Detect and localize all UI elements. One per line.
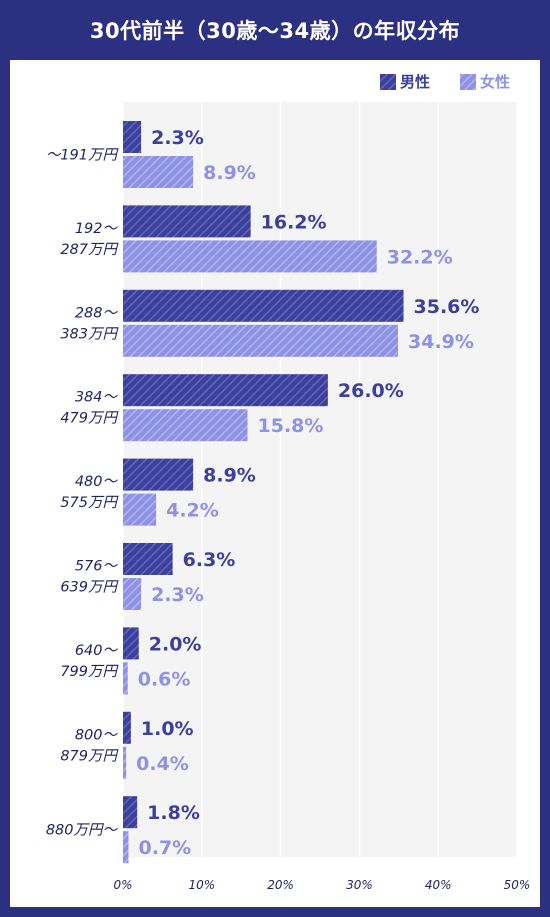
legend-swatch [460, 74, 476, 90]
data-label: 0.4% [136, 753, 189, 775]
category-label-line: 〜191万円 [46, 148, 120, 164]
category-label: 576〜 639万円 [60, 559, 119, 596]
category-label: 384〜 479万円 [60, 390, 119, 427]
x-tick-label: 10% [188, 878, 215, 892]
bar [123, 121, 142, 153]
data-label: 34.9% [408, 331, 474, 353]
x-tick-label: 30% [346, 878, 373, 892]
category-label: 192〜 287万円 [60, 221, 119, 258]
category-label-line: 800〜 [75, 727, 119, 743]
bar-chart: 0% 10% 20% 30% 40% 50% 男性 女性 2.3% 8.9% 〜191万円 16.2%… [46, 73, 531, 892]
data-label: 2.3% [151, 127, 204, 149]
data-label: 1.0% [141, 718, 194, 740]
category-label: 480〜 575万円 [60, 474, 119, 511]
title-bar: 30代前半（30歳〜34歳）の年収分布 [0, 0, 550, 60]
chart-title: 30代前半（30歳〜34歳）の年収分布 [89, 19, 461, 43]
category-label-line: 879万円 [60, 748, 119, 764]
data-label: 32.2% [387, 246, 453, 268]
bar [123, 156, 194, 188]
category-label-line: 479万円 [60, 411, 119, 427]
bar [123, 746, 127, 779]
bar [123, 324, 399, 357]
bar [123, 240, 377, 273]
data-label: 1.8% [147, 802, 200, 824]
category-label-line: 287万円 [60, 242, 119, 258]
bar [123, 543, 173, 575]
category-label-line: 575万円 [60, 495, 119, 511]
data-label: 8.9% [203, 465, 256, 487]
category-label-line: 639万円 [60, 580, 119, 596]
x-tick-label: 40% [425, 878, 452, 892]
category-label: 880万円〜 [46, 823, 119, 839]
bar [123, 831, 129, 864]
category-label-line: 799万円 [60, 664, 119, 680]
data-label: 0.6% [138, 668, 191, 690]
category-label-line: 383万円 [60, 326, 119, 342]
bar [123, 578, 142, 610]
category-label: 288〜 383万円 [60, 305, 119, 342]
category-label-line: 880万円〜 [46, 823, 119, 839]
bar [123, 289, 404, 322]
category-label-line: 192〜 [75, 221, 119, 237]
x-tick-label: 0% [113, 878, 132, 892]
data-label: 35.6% [414, 296, 480, 318]
legend-label: 男性 [400, 73, 430, 91]
x-tick-label: 50% [504, 878, 531, 892]
category-label-line: 288〜 [75, 305, 119, 321]
bar [123, 409, 248, 442]
category-label-line: 640〜 [75, 643, 119, 659]
bar [123, 374, 328, 407]
data-label: 16.2% [261, 211, 327, 233]
bar [123, 796, 138, 829]
data-label: 4.2% [166, 500, 219, 522]
bar [123, 662, 128, 695]
data-label: 0.7% [139, 837, 192, 859]
data-label: 6.3% [183, 549, 236, 571]
data-label: 2.0% [149, 633, 202, 655]
legend-label: 女性 [480, 73, 510, 91]
chart-panel: 0% 10% 20% 30% 40% 50% 男性 女性 2.3% 8.9% 〜191万円 16.2%… [10, 60, 540, 907]
category-label-line: 480〜 [75, 474, 119, 490]
bar [123, 205, 251, 238]
category-label-line: 576〜 [75, 559, 119, 575]
data-label: 2.3% [151, 584, 204, 606]
x-tick-label: 20% [267, 878, 294, 892]
bar [123, 711, 131, 744]
data-label: 26.0% [338, 380, 404, 402]
category-label: 800〜 879万円 [60, 727, 119, 764]
bar [123, 493, 157, 526]
category-label: 640〜 799万円 [60, 643, 119, 680]
legend-swatch [380, 74, 396, 90]
bar [123, 627, 139, 660]
data-label: 8.9% [203, 162, 256, 184]
category-label-line: 384〜 [75, 390, 119, 406]
category-label: 〜191万円 [46, 148, 120, 164]
bar [123, 458, 194, 491]
data-label: 15.8% [258, 415, 324, 437]
